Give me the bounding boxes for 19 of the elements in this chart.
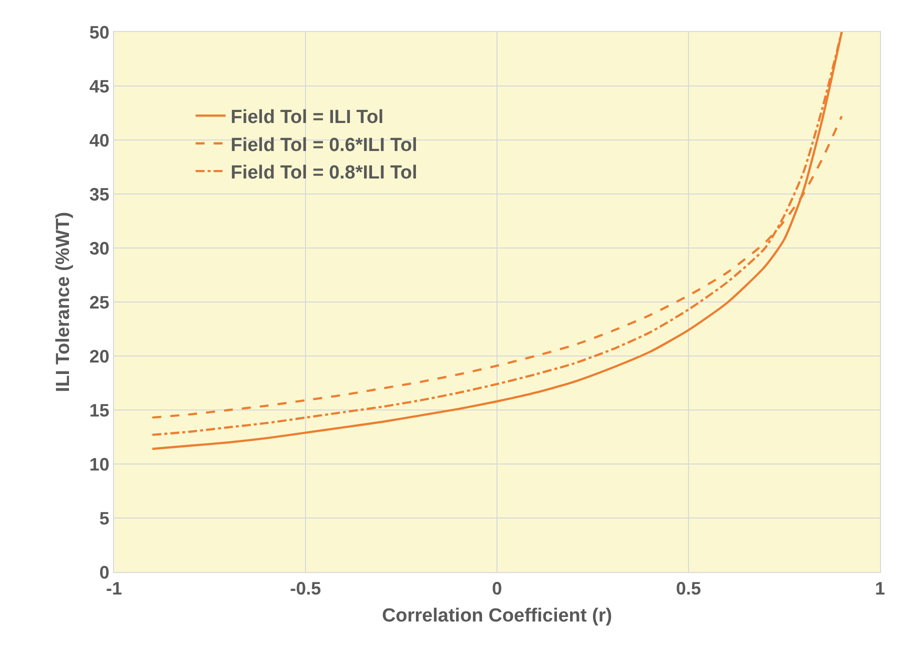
y-tick-label: 30	[89, 238, 110, 258]
x-tick-label: 0	[492, 578, 502, 599]
y-tick-label: 45	[89, 76, 110, 96]
y-tick-label: 40	[89, 130, 110, 150]
y-tick-label: 10	[89, 454, 110, 474]
x-tick-label: -0.5	[290, 578, 322, 599]
y-tick-label: 5	[99, 508, 110, 528]
y-axis-title: ILI Tolerance (%WT)	[53, 212, 74, 392]
legend-label: Field Tol = ILI Tol	[230, 107, 384, 128]
y-tick-label: 50	[89, 22, 110, 42]
x-tick-label: 1	[874, 578, 886, 599]
legend-label: Field Tol = 0.8*ILI Tol	[230, 162, 418, 184]
y-tick-label: 25	[89, 292, 110, 312]
y-tick-label: 15	[89, 400, 110, 420]
x-axis-title: Correlation Coefficient (r)	[382, 605, 612, 626]
y-tick-label: 20	[89, 346, 110, 366]
legend-label: Field Tol = 0.6*ILI Tol	[230, 134, 418, 156]
y-tick-label: 35	[89, 184, 110, 204]
x-tick-label: 0.5	[676, 578, 702, 599]
